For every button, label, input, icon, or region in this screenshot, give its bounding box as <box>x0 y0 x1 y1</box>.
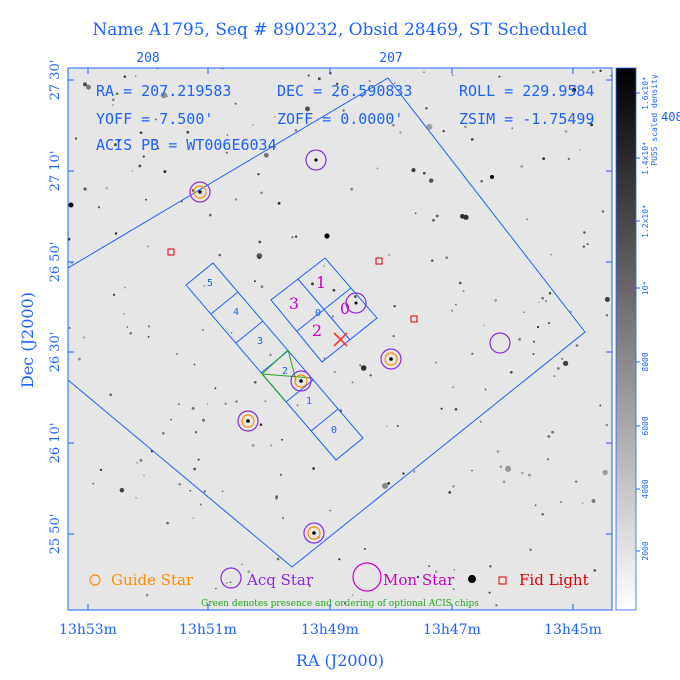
legend-fid-symbol <box>498 576 507 585</box>
colorbar-tick-label: 10⁴ <box>641 281 650 295</box>
info-ra: RA = 207.219583 <box>96 82 231 100</box>
info-acis-pb: ACIS PB = WT006E6034 <box>96 136 277 154</box>
ra-tick-label: 13h51m <box>179 622 237 638</box>
acis-s-divider-2 <box>235 320 264 344</box>
acq-star-1 <box>305 149 327 171</box>
aimpoint-chip-marker: 0 <box>315 308 321 319</box>
guide-star-3 <box>294 374 308 388</box>
info-zsim: ZSIM = -1.75499 <box>459 110 594 128</box>
acis-s-chip-0: 0 <box>331 425 337 436</box>
acis-s-chip-4: 4 <box>233 307 239 318</box>
legend-mon-symbol <box>352 562 382 592</box>
colorbar-tick-label: 1.6x10⁴ <box>641 76 650 110</box>
y-axis-label: Dec (J2000) <box>18 292 37 388</box>
optional-chip-line-2 <box>261 373 313 379</box>
guide-star-2 <box>384 352 398 366</box>
ra-tick-label: 13h45m <box>544 622 602 638</box>
acis-s-chip-2: 2 <box>282 366 288 377</box>
ra-tick-label: 13h53m <box>59 622 117 638</box>
dec-tick-label: 25 50' <box>48 514 63 555</box>
colorbar-tick-label: 6000 <box>641 416 650 435</box>
info-roll: ROLL = 229.9584 <box>459 82 594 100</box>
colorbar-tick-label: 8000 <box>641 352 650 371</box>
footer-stamp: lwang 10-Jun-2024 09:32 <box>550 665 677 676</box>
acq-star-4 <box>489 332 511 354</box>
x-axis-label: RA (J2000) <box>296 651 384 670</box>
acis-s-divider-5 <box>310 408 339 432</box>
acis-s-chip-1: 1 <box>306 396 312 407</box>
acis-i-array <box>270 257 378 363</box>
colorbar-tick-label: 1.4x10⁴ <box>641 141 650 175</box>
colorbar <box>615 67 637 611</box>
legend-guide-symbol <box>89 574 101 586</box>
guide-star-1 <box>193 185 207 199</box>
acq-star-5 <box>380 348 402 370</box>
colorbar-tick-label: 1.2x10⁴ <box>641 204 650 238</box>
legend-mon-label: Mon Star <box>383 571 455 589</box>
acq-star-7 <box>237 410 259 432</box>
acis-i-chip-3: 3 <box>289 294 299 313</box>
dec-tick-label: 27 30' <box>48 60 63 101</box>
target-x-marker <box>333 332 348 347</box>
legend-note: Green denotes presence and ordering of o… <box>201 599 479 609</box>
guide-star-5 <box>307 526 321 540</box>
star-field <box>68 68 612 607</box>
dec-tick-label: 26 30' <box>48 332 63 373</box>
colorbar-ticks: 2000 4000 6000 8000 10⁴ 1.2x10⁴ 1.4x10⁴ 1.6x10⁴ <box>636 76 650 561</box>
dec-tick-label: 26 50' <box>48 242 63 283</box>
acis-s-divider-1 <box>210 291 239 315</box>
ra-tick-label: 13h49m <box>301 622 359 638</box>
colorbar-label: PUSS scaled density <box>650 74 659 166</box>
dec-tick-label: 27 10' <box>48 151 63 192</box>
top-tick-207: 207 <box>379 51 402 66</box>
acq-star-8 <box>303 522 325 544</box>
fid-light-2 <box>375 257 383 265</box>
fid-light-1 <box>167 248 175 256</box>
info-yoff: YOFF = 7.500' <box>96 110 213 128</box>
legend-fid-label: Fid Light <box>519 571 589 589</box>
acis-i-divider-2 <box>296 287 352 332</box>
colorbar-tick-label: 4000 <box>641 479 650 498</box>
acq-star-2 <box>189 181 211 203</box>
legend-acq-symbol <box>220 567 242 589</box>
optional-chip-line-1 <box>287 349 297 381</box>
acq-star-3 <box>345 292 367 314</box>
colorbar-tick-label: 2000 <box>641 541 650 560</box>
acis-s-chip-5: 5 <box>207 278 213 289</box>
dec-tick-label: 26 10' <box>48 423 63 464</box>
acis-i-chip-2: 2 <box>312 321 322 340</box>
plot-title: Name A1795, Seq # 890232, Obsid 28469, S… <box>92 20 587 40</box>
acis-i-chip-1: 1 <box>316 273 326 292</box>
info-dec: DEC = 26.590833 <box>277 82 412 100</box>
legend-acq-label: Acq Star <box>246 571 314 589</box>
acis-i-chip-0: 0 <box>340 299 350 318</box>
acq-star-6 <box>290 370 312 392</box>
info-zoff: ZOFF = 0.0000' <box>277 110 403 128</box>
guide-star-4 <box>241 414 255 428</box>
legend-guide-label: Guide Star <box>111 571 194 589</box>
hrc-field-outline <box>68 77 586 568</box>
ra-tick-label: 13h47m <box>423 622 481 638</box>
top-tick-208: 208 <box>136 51 159 66</box>
colorbar-overflow: 40888 <box>661 110 680 124</box>
acis-s-chip-3: 3 <box>257 336 263 347</box>
fid-light-3 <box>410 315 418 323</box>
